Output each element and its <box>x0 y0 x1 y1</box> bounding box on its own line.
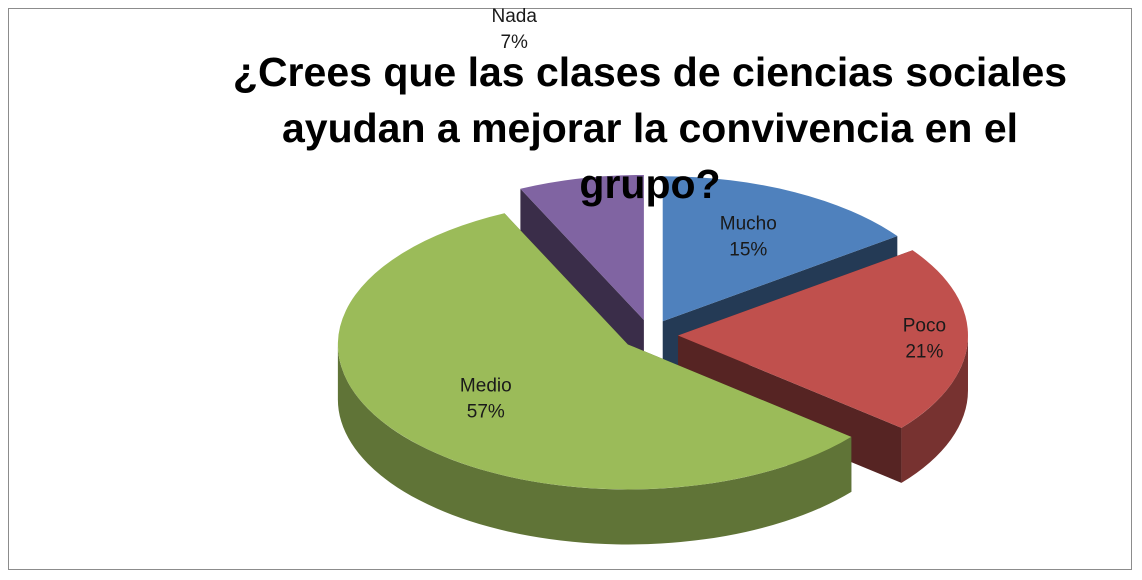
category-label: Medio <box>460 376 512 397</box>
slice-side <box>901 335 968 483</box>
category-label: Poco <box>903 315 946 336</box>
labels: Mucho 15% Poco 21% Medio 57% Nada 7% <box>460 6 946 423</box>
slice-wall <box>520 188 644 375</box>
slice-tops <box>337 174 968 490</box>
category-label: Nada <box>491 6 537 27</box>
value-label: 7% <box>500 32 528 53</box>
slice <box>520 174 644 320</box>
slice <box>677 250 968 428</box>
chart-title: ¿Crees que las clases de ciencias social… <box>232 49 1068 207</box>
value-label: 21% <box>905 341 943 362</box>
slice <box>662 176 898 322</box>
value-label: 15% <box>729 239 767 260</box>
value-label: 57% <box>467 402 505 423</box>
slice-side <box>337 344 852 545</box>
category-label: Mucho <box>720 213 777 234</box>
chart-frame <box>8 8 1132 570</box>
slice <box>337 213 852 490</box>
